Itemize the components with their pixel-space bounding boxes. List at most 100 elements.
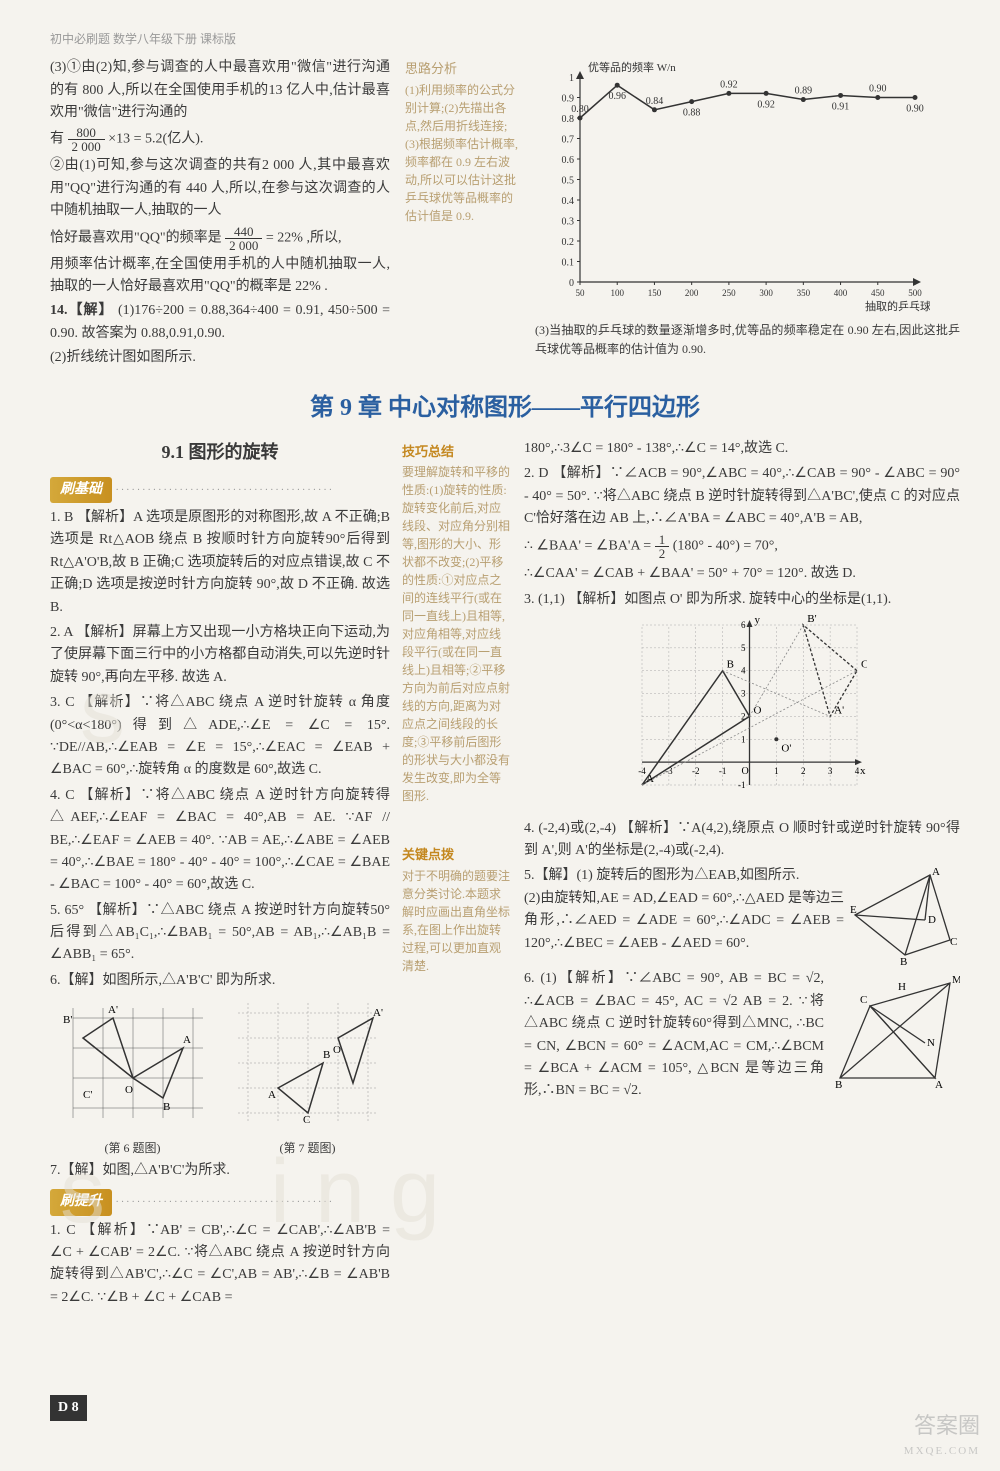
svg-text:0.89: 0.89 xyxy=(795,86,813,97)
fig7-label: (第 7 题图) xyxy=(225,1139,390,1158)
figure-6: O B' A' C' A B (第 6 题图) xyxy=(50,998,215,1158)
svg-text:0.6: 0.6 xyxy=(562,155,575,166)
badge-row-2: 刷提升 ····································… xyxy=(50,1185,390,1219)
r-q2b: ∴ ∠BAA' = ∠BA'A = 1 2 (180° - 40°) = 70°… xyxy=(524,533,960,560)
svg-text:H: H xyxy=(898,981,906,993)
svg-text:A: A xyxy=(932,866,940,878)
r-cont: 180°,∴3∠C = 180° - 138°,∴∠C = 14°,故选 C. xyxy=(524,438,960,460)
grid-figure: xy-4-3-2-11234123456O-1AOBC'B'A'O' xyxy=(524,615,960,813)
fig6-label: (第 6 题图) xyxy=(50,1139,215,1158)
top-right-column: 00.10.20.30.40.50.60.70.80.9150100150200… xyxy=(535,57,960,371)
chart-caption: (3)当抽取的乒乓球的数量逐渐增多时,优等品的频率稳定在 0.90 左右,因此这… xyxy=(535,321,960,359)
r-q2c: ∴∠CAA' = ∠CAB + ∠BAA' = 50° + 70° = 120°… xyxy=(524,563,960,585)
numerator: 1 xyxy=(655,533,670,547)
svg-text:C: C xyxy=(860,994,867,1006)
svg-text:0.3: 0.3 xyxy=(562,217,575,228)
para: (2)折线统计图如图所示. xyxy=(50,347,390,369)
svg-text:O: O xyxy=(125,1084,133,1096)
svg-text:0: 0 xyxy=(569,278,574,289)
svg-text:O: O xyxy=(333,1044,341,1056)
svg-text:0.90: 0.90 xyxy=(869,84,887,95)
svg-text:6: 6 xyxy=(741,620,746,630)
numerator: 800 xyxy=(68,126,105,140)
svg-text:M: M xyxy=(952,974,960,986)
svg-text:2: 2 xyxy=(801,766,806,776)
para: ②由(1)可知,参与这次调查的共有2 000 人,其中最喜欢用"QQ"进行沟通的… xyxy=(50,155,390,222)
svg-text:C: C xyxy=(303,1114,310,1126)
denominator: 2 000 xyxy=(225,239,262,252)
keypoint-heading: 关键点拨 xyxy=(402,845,512,865)
svg-text:B': B' xyxy=(63,1014,72,1026)
svg-text:C: C xyxy=(950,936,957,948)
r-q6-block: B A C M N H 6. (1)【解析】∵∠ABC = 90°, AB = … xyxy=(524,968,960,1102)
svg-text:300: 300 xyxy=(759,288,773,298)
svg-text:优等品的频率 W/n: 优等品的频率 W/n xyxy=(588,60,676,74)
svg-text:0.2: 0.2 xyxy=(562,237,575,248)
page-header: 初中必刷题 数学八年级下册 课标版 xyxy=(50,30,960,49)
svg-text:450: 450 xyxy=(871,288,885,298)
question-5: 5. 65° 【解析】∵△ABC 绕点 A 按逆时针方向旋转50°后得到△AB₁… xyxy=(50,900,390,967)
svg-text:-2: -2 xyxy=(692,766,700,776)
fig7-svg: O A B C A' xyxy=(228,998,388,1128)
techniques-text: 要理解旋转和平移的性质:(1)旋转的性质:旋转变化前后,对应线段、对应角分别相等… xyxy=(402,463,512,805)
top-section: (3)①由(2)知,参与调查的人中最喜欢用"微信"进行沟通的有 800 人,所以… xyxy=(50,57,960,371)
svg-text:0.92: 0.92 xyxy=(720,80,738,91)
svg-text:3: 3 xyxy=(828,766,833,776)
svg-text:1: 1 xyxy=(774,766,779,776)
left-column: 9.1 图形的旋转 刷基础 ··························… xyxy=(50,438,390,1312)
svg-text:0.88: 0.88 xyxy=(683,108,701,119)
svg-text:O: O xyxy=(754,705,762,717)
dots: ········································… xyxy=(116,485,335,496)
para: 有 800 2 000 ×13 = 5.2(亿人). xyxy=(50,126,390,153)
dots: ········································… xyxy=(116,1197,335,1208)
svg-text:4: 4 xyxy=(741,666,746,676)
svg-text:抽取的乒乓球个数: 抽取的乒乓球个数 xyxy=(865,299,930,313)
svg-text:150: 150 xyxy=(648,288,662,298)
badge-row: 刷基础 ····································… xyxy=(50,473,390,507)
svg-text:0.5: 0.5 xyxy=(562,176,575,187)
svg-text:0.90: 0.90 xyxy=(906,104,924,115)
techniques-heading: 技巧总结 xyxy=(402,442,512,462)
svg-text:50: 50 xyxy=(576,288,586,298)
svg-text:-1: -1 xyxy=(719,766,727,776)
svg-text:B: B xyxy=(163,1101,170,1113)
ts-question-1: 1. C 【解析】∵AB' = CB',∴∠C = ∠CAB',∴∠AB'B =… xyxy=(50,1220,390,1310)
question-1: 1. B 【解析】A 选项是原图形的对称图形,故 A 不正确;B 选项是 Rt△… xyxy=(50,507,390,619)
svg-text:A': A' xyxy=(373,1007,383,1019)
svg-text:B': B' xyxy=(807,615,816,625)
analysis-heading: 思路分析 xyxy=(405,59,520,79)
svg-text:1: 1 xyxy=(569,73,574,84)
svg-text:B: B xyxy=(835,1079,842,1091)
figures-row: O B' A' C' A B (第 6 题图) xyxy=(50,998,390,1158)
r-q2: 2. D 【解析】∵∠ACB = 90°,∠ABC = 40°,∴∠CAB = … xyxy=(524,463,960,530)
svg-text:B: B xyxy=(323,1049,330,1061)
keypoint-text: 对于不明确的题要注意分类讨论.本题求解时应画出直角坐标系,在图上作出旋转过程,可… xyxy=(402,867,512,975)
numerator: 440 xyxy=(225,225,262,239)
svg-text:C': C' xyxy=(861,659,867,671)
watermark-main: 答案圈 xyxy=(904,1408,980,1443)
svg-text:1: 1 xyxy=(741,735,746,745)
chapter-title: 第 9 章 中心对称图形——平行四边形 xyxy=(50,389,960,427)
para: 用频率估计概率,在全国使用手机的人中随机抽取一人,抽取的一人恰好最喜欢用"QQ"… xyxy=(50,254,390,299)
question-3: 3. C 【解析】∵将△ABC 绕点 A 逆时针旋转 α 角度(0°<α<180… xyxy=(50,692,390,782)
svg-text:D: D xyxy=(928,914,936,926)
svg-text:O': O' xyxy=(781,743,791,755)
svg-text:A': A' xyxy=(834,705,844,717)
svg-text:y: y xyxy=(755,615,761,626)
svg-text:4: 4 xyxy=(855,766,860,776)
svg-text:200: 200 xyxy=(685,288,699,298)
svg-text:0.92: 0.92 xyxy=(757,100,775,111)
line-chart: 00.10.20.30.40.50.60.70.80.9150100150200… xyxy=(535,57,930,317)
top-mid-column: 思路分析 (1)利用频率的公式分别计算;(2)先描出各点,然后用折线连接;(3)… xyxy=(405,57,520,371)
svg-text:N: N xyxy=(927,1037,935,1049)
svg-text:500: 500 xyxy=(908,288,922,298)
svg-text:400: 400 xyxy=(834,288,848,298)
fraction: 440 2 000 xyxy=(225,225,262,252)
svg-text:0.8: 0.8 xyxy=(562,114,575,125)
main-columns: 9.1 图形的旋转 刷基础 ··························… xyxy=(50,438,960,1312)
right-column: 180°,∴3∠C = 180° - 138°,∴∠C = 14°,故选 C. … xyxy=(524,438,960,1312)
denominator: 2 000 xyxy=(68,140,105,153)
question-6: 6.【解】如图所示,△A'B'C' 即为所求. xyxy=(50,970,390,992)
svg-text:0.4: 0.4 xyxy=(562,196,575,207)
para: (3)①由(2)知,参与调查的人中最喜欢用"微信"进行沟通的有 800 人,所以… xyxy=(50,57,390,124)
